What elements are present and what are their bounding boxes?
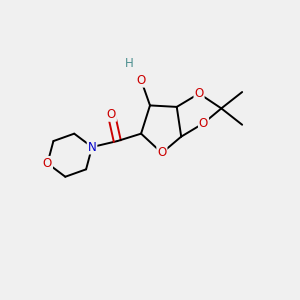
- Text: O: O: [136, 74, 146, 87]
- Text: H: H: [125, 57, 134, 70]
- Text: O: O: [157, 146, 167, 160]
- Text: O: O: [43, 157, 52, 170]
- Text: O: O: [194, 87, 204, 100]
- Text: N: N: [88, 140, 96, 154]
- Text: O: O: [199, 117, 208, 130]
- Text: O: O: [107, 108, 116, 121]
